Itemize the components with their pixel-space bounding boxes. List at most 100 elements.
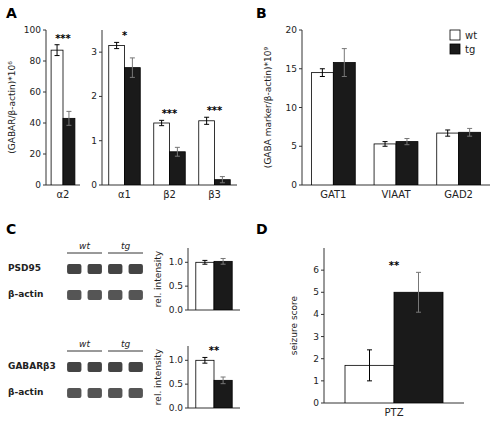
panel-title: D	[256, 221, 268, 237]
x-tick-label: PTZ	[385, 407, 404, 418]
error-bar	[342, 49, 347, 77]
y-tick	[185, 408, 188, 409]
bar	[125, 68, 141, 185]
error-bar	[404, 139, 409, 145]
significance: *	[122, 30, 128, 41]
significance: ***	[55, 33, 71, 44]
bar	[51, 50, 63, 185]
blot-band	[129, 362, 143, 372]
y-tick-label: 40	[30, 118, 42, 128]
significance: **	[209, 345, 220, 356]
y-tick	[299, 185, 302, 186]
x-tick-label: α1	[118, 189, 131, 200]
blot-band	[67, 264, 81, 274]
y-tick	[321, 403, 324, 404]
panel: 0123α1β2β3*******	[91, 30, 237, 200]
error-bar	[416, 272, 421, 312]
y-axis	[324, 248, 325, 403]
bar	[459, 132, 481, 185]
bar	[214, 380, 232, 408]
x-tick-label: GAD2	[444, 189, 473, 200]
legend-label: wt	[465, 30, 477, 41]
error-bar	[221, 377, 226, 384]
lane-label: wt	[79, 339, 90, 349]
blot-band	[67, 362, 81, 372]
bar	[63, 118, 75, 185]
bars	[345, 272, 443, 403]
bars	[196, 357, 232, 408]
y-tick-label: 3	[313, 332, 319, 342]
blot-band	[108, 264, 122, 274]
panel: 0.00.51.0**rel. intensitywttgGABARβ3β-ac…	[8, 339, 240, 413]
y-axis	[102, 30, 103, 185]
bar	[374, 144, 396, 185]
x-tick-label: β2	[163, 189, 176, 200]
error-bar	[130, 58, 135, 77]
legend: wttg	[450, 30, 477, 55]
y-tick-label: 60	[30, 87, 42, 97]
error-bar	[175, 147, 180, 156]
y-axis	[188, 346, 189, 408]
y-tick-label: 4	[313, 309, 319, 319]
y-tick-label: 100	[24, 25, 41, 35]
panel-title: A	[6, 5, 17, 21]
y-tick	[321, 380, 324, 381]
significance: **	[389, 260, 400, 271]
y-tick-label: 0	[291, 180, 297, 190]
blot-band	[88, 264, 102, 274]
blot-band	[88, 388, 102, 398]
panel-title: B	[256, 5, 267, 21]
bar	[199, 121, 215, 185]
y-tick-label: 20	[30, 149, 42, 159]
error-bar	[220, 177, 225, 183]
bar	[437, 133, 459, 185]
y-tick	[43, 123, 46, 124]
y-tick-label: 2	[313, 354, 319, 364]
bars	[311, 49, 480, 185]
y-tick-label: 80	[30, 56, 42, 66]
y-tick	[185, 384, 188, 385]
y-tick-label: 15	[286, 64, 297, 74]
y-tick	[99, 96, 102, 97]
y-tick	[43, 61, 46, 62]
blot: wttgGABARβ3β-actin	[8, 339, 143, 398]
y-tick	[185, 262, 188, 263]
panel: 020406080100α2***(GABAR/β-actin)*10⁶A	[6, 5, 80, 200]
lane-line	[108, 253, 143, 254]
y-label: seizure score	[289, 295, 299, 355]
y-tick	[321, 270, 324, 271]
x-tick-label: β3	[208, 189, 221, 200]
blot-label: GABARβ3	[8, 361, 56, 371]
lane-line	[67, 253, 102, 254]
y-tick	[299, 146, 302, 147]
error-bar	[445, 130, 450, 136]
panel: 0123456PTZ**seizure scoreD	[256, 221, 464, 418]
blot-label: β-actin	[8, 289, 43, 299]
lane-label: tg	[121, 339, 131, 349]
bar	[196, 360, 214, 408]
lane-line	[67, 351, 102, 352]
bar	[333, 63, 355, 185]
y-tick	[99, 52, 102, 53]
blot-band	[129, 388, 143, 398]
y-label: (GABA marker/β-actin)*10⁹	[263, 46, 273, 168]
y-tick-label: 6	[313, 265, 319, 275]
y-tick	[99, 185, 102, 186]
error-bar	[55, 45, 60, 56]
y-tick-label: 5	[291, 141, 297, 151]
bar	[109, 46, 125, 186]
lane-label: wt	[79, 241, 90, 251]
y-tick-label: 0	[313, 398, 319, 408]
blot-band	[129, 290, 143, 300]
y-tick-label: 10	[286, 103, 298, 113]
y-tick-label: 2	[91, 91, 97, 101]
blot-band	[108, 388, 122, 398]
bar	[396, 142, 418, 185]
y-tick	[321, 314, 324, 315]
y-tick-label: 0.5	[169, 379, 183, 389]
bars	[109, 42, 231, 185]
error-bar	[66, 111, 71, 125]
error-bar	[202, 260, 207, 264]
bar	[311, 73, 333, 185]
y-label: rel. intensity	[153, 250, 163, 307]
